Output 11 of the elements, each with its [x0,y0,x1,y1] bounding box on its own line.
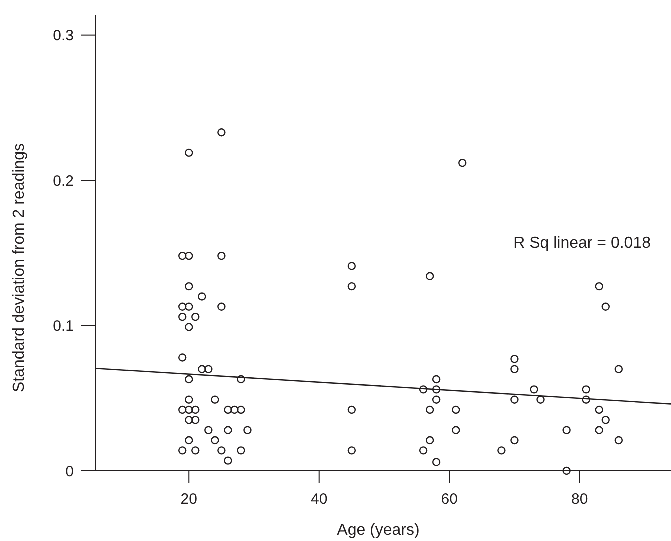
x-tick-label: 60 [441,491,458,508]
x-tick-label: 80 [571,491,588,508]
y-axis-title: Standard deviation from 2 readings [11,143,28,393]
x-tick-label: 40 [311,491,328,508]
annotation: R Sq linear = 0.018 [514,235,652,252]
y-tick-label: 0.3 [53,28,74,45]
y-tick-label: 0.1 [53,318,74,336]
y-tick-label: 0.2 [53,172,74,190]
y-tick-label: 0 [66,463,74,480]
x-axis-title: Age (years) [337,522,420,539]
x-tick-label: 20 [180,491,198,508]
